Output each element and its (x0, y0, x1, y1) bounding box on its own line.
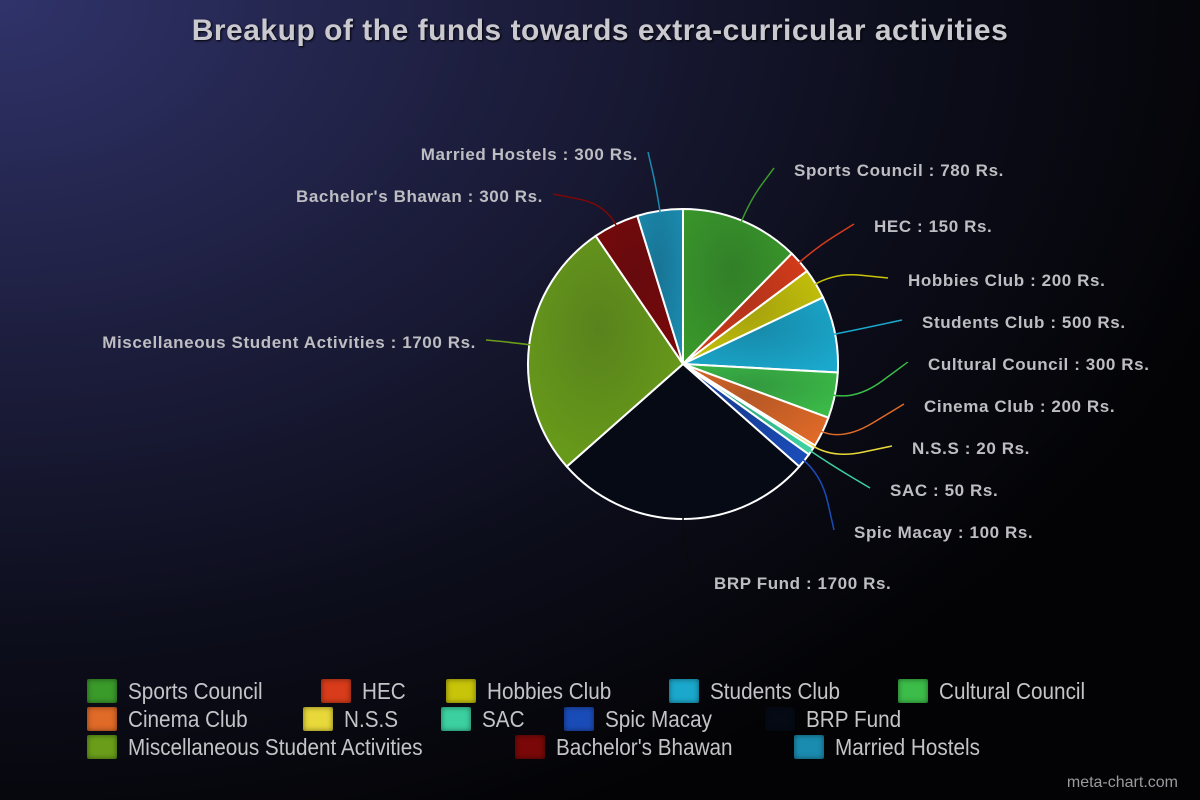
legend-swatch (87, 735, 117, 759)
legend-swatch (87, 679, 117, 703)
leader-line (808, 449, 871, 489)
data-label: Spic Macay : 100 Rs. (854, 523, 1033, 542)
legend-item[interactable]: HEC (321, 678, 411, 704)
legend-item[interactable]: N.S.S (303, 706, 404, 732)
leader-line (739, 167, 775, 224)
data-label: SAC : 50 Rs. (890, 481, 998, 500)
legend-swatch (564, 707, 594, 731)
leader-line (831, 361, 909, 397)
legend-swatch (441, 707, 471, 731)
legend-swatch (898, 679, 928, 703)
legend-label: Cinema Club (128, 705, 248, 732)
leader-line (831, 319, 903, 336)
leader-line (819, 403, 905, 436)
leader-line (796, 223, 855, 265)
leader-line (485, 339, 533, 346)
data-label: Married Hostels : 300 Rs. (421, 145, 638, 164)
data-label: Students Club : 500 Rs. (922, 313, 1126, 332)
legend-label: Hobbies Club (487, 677, 612, 704)
legend-item[interactable]: Cultural Council (898, 678, 1101, 704)
leader-line (812, 274, 889, 287)
data-label: Hobbies Club : 200 Rs. (908, 271, 1105, 290)
legend-swatch (765, 707, 795, 731)
legend-item[interactable]: Miscellaneous Student Activities (87, 734, 455, 760)
legend-label: BRP Fund (806, 705, 902, 732)
data-label: Bachelor's Bhawan : 300 Rs. (296, 187, 543, 206)
legend-label: Bachelor's Bhawan (556, 733, 733, 760)
legend-swatch (794, 735, 824, 759)
legend-item[interactable]: Cinema Club (87, 706, 261, 732)
credit-text: meta-chart.com (1066, 774, 1178, 791)
leader-line (647, 151, 662, 214)
legend-item[interactable]: Hobbies Club (446, 678, 625, 704)
data-label: Cultural Council : 300 Rs. (928, 355, 1150, 374)
leader-line (811, 444, 893, 455)
legend-item[interactable]: Spic Macay (564, 706, 724, 732)
legend-item[interactable]: BRP Fund (765, 706, 912, 732)
legend-swatch (446, 679, 476, 703)
legend-label: Students Club (710, 677, 841, 704)
legend-label: Miscellaneous Student Activities (128, 733, 423, 760)
data-label: HEC : 150 Rs. (874, 217, 992, 236)
data-label: Sports Council : 780 Rs. (794, 161, 1004, 180)
leader-line (552, 193, 618, 228)
legend-swatch (321, 679, 351, 703)
legend-label: Cultural Council (939, 677, 1086, 704)
legend-swatch (515, 735, 545, 759)
legend-item[interactable]: Sports Council (87, 678, 278, 704)
legend-item[interactable]: Married Hostels (794, 734, 996, 760)
legend-label: SAC (482, 705, 525, 732)
legend-swatch (669, 679, 699, 703)
legend-label: Sports Council (128, 677, 263, 704)
legend-swatch (303, 707, 333, 731)
leader-line (801, 458, 835, 531)
legend-item[interactable]: SAC (441, 706, 529, 732)
data-label: BRP Fund : 1700 Rs. (714, 574, 891, 593)
legend-item[interactable]: Bachelor's Bhawan (515, 734, 752, 760)
chart-title: Breakup of the funds towards extra-curri… (191, 14, 1009, 47)
data-label: N.S.S : 20 Rs. (912, 439, 1030, 458)
legend-label: HEC (362, 677, 406, 704)
legend-label: N.S.S (344, 705, 399, 732)
legend-item[interactable]: Students Club (669, 678, 854, 704)
leader-line (682, 515, 695, 582)
legend-label: Spic Macay (605, 705, 712, 732)
legend-swatch (87, 707, 117, 731)
data-label: Miscellaneous Student Activities : 1700 … (102, 333, 476, 352)
legend-label: Married Hostels (835, 733, 980, 760)
data-label: Cinema Club : 200 Rs. (924, 397, 1115, 416)
